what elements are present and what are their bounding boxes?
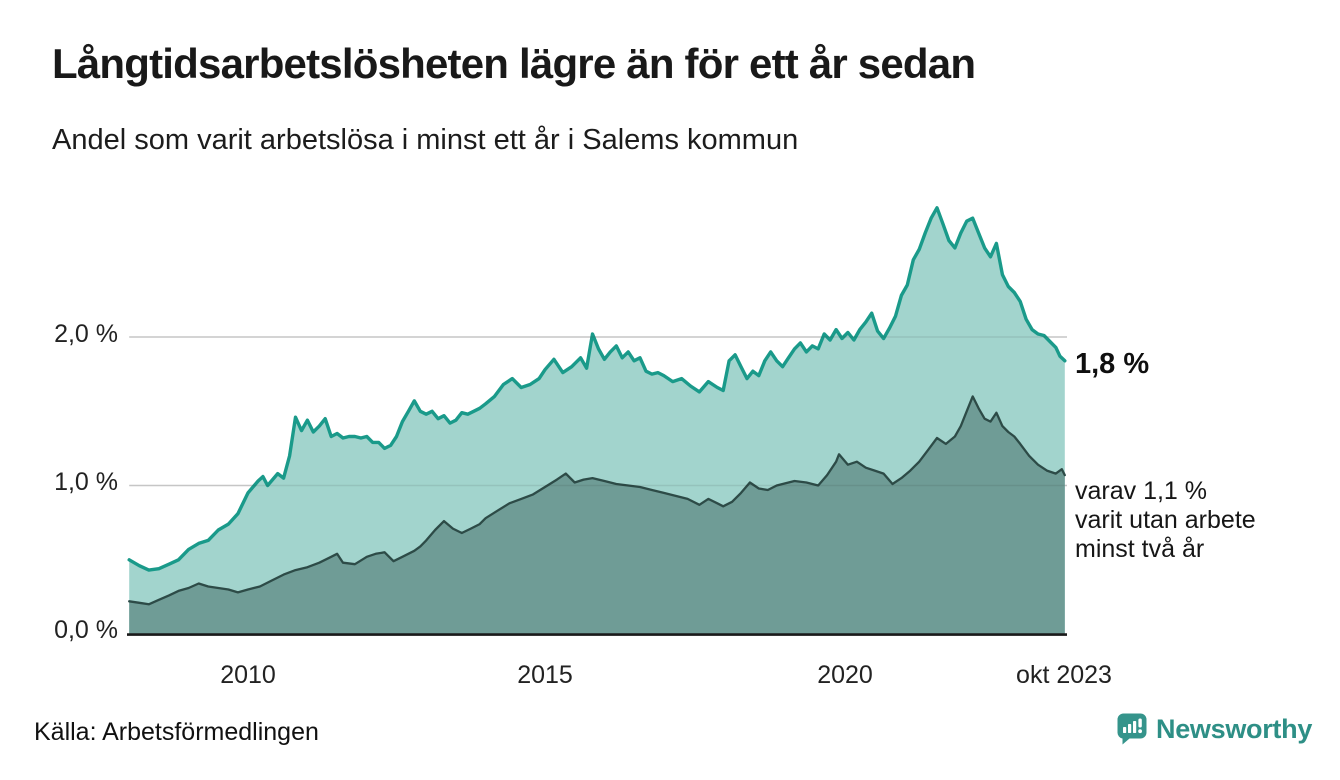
two-year-annotation-line3: minst två år: [1075, 535, 1205, 563]
two-year-annotation: varav 1,1 % varit utan arbete minst två …: [1075, 477, 1256, 564]
series-line-1: [127, 206, 1067, 572]
latest-value-label: 1,8 %: [1075, 348, 1150, 380]
x-tick-2010: 2010: [220, 661, 276, 689]
page-title: Långtidsarbetslösheten lägre än för ett …: [52, 40, 976, 87]
chart-subtitle: Andel som varit arbetslösa i minst ett å…: [52, 124, 799, 156]
source-note: Källa: Arbetsförmedlingen: [34, 718, 319, 746]
x-tick-2015: 2015: [517, 661, 573, 689]
y-tick-2-0: 2,0 %: [54, 320, 118, 348]
x-tick-okt-2023: okt 2023: [1016, 661, 1112, 689]
newsworthy-bubble-chart-icon: [1117, 713, 1147, 745]
series-area-2: [129, 396, 1065, 634]
y-tick-0-0: 0,0 %: [54, 616, 118, 644]
x-tick-2020: 2020: [817, 661, 873, 689]
two-year-annotation-line2: varit utan arbete: [1075, 506, 1256, 534]
y-tick-1-0: 1,0 %: [54, 468, 118, 496]
series-line-2: [128, 395, 1066, 606]
newsworthy-logo: Newsworthy: [1116, 712, 1312, 746]
two-year-annotation-line1: varav 1,1 %: [1075, 477, 1208, 505]
brand-name: Newsworthy: [1156, 713, 1313, 744]
